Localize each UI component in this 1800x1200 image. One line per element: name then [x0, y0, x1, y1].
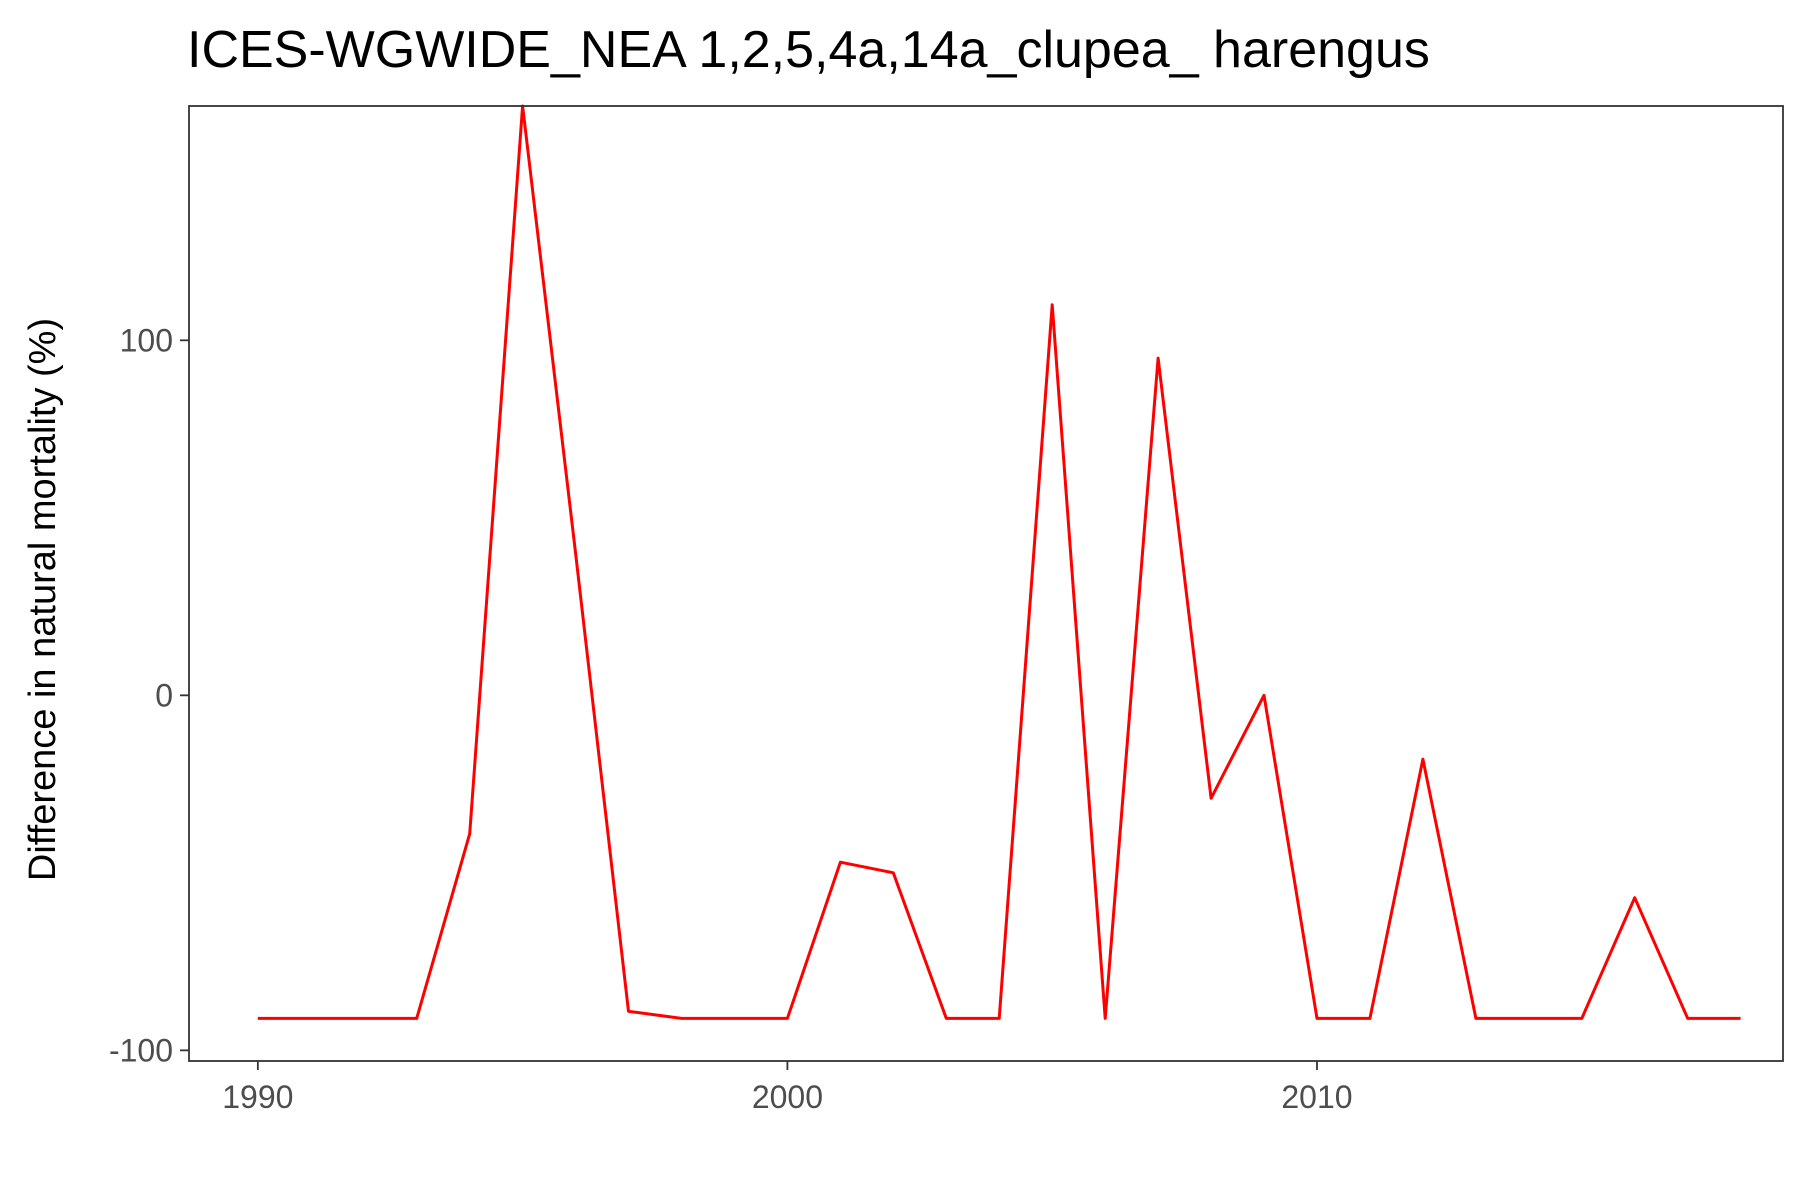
axes: 1990 2000 2010 -100 0 100	[109, 322, 1353, 1115]
plot-panel-border	[188, 105, 1784, 1062]
x-tick-label-1990: 1990	[222, 1079, 293, 1115]
x-tick-label-2000: 2000	[752, 1079, 823, 1115]
x-tick-label-2010: 2010	[1281, 1079, 1352, 1115]
series-line-0	[257, 104, 1741, 1020]
y-tick-label-100: 100	[120, 322, 173, 358]
data-layer	[257, 104, 1741, 1020]
y-tick-label--100: -100	[109, 1032, 173, 1068]
y-axis-title: Difference in natural mortality (%)	[22, 318, 64, 881]
y-tick-label-0: 0	[155, 677, 173, 713]
chart-title: ICES-WGWIDE_NEA 1,2,5,4a,14a_clupea_ har…	[187, 21, 1430, 79]
